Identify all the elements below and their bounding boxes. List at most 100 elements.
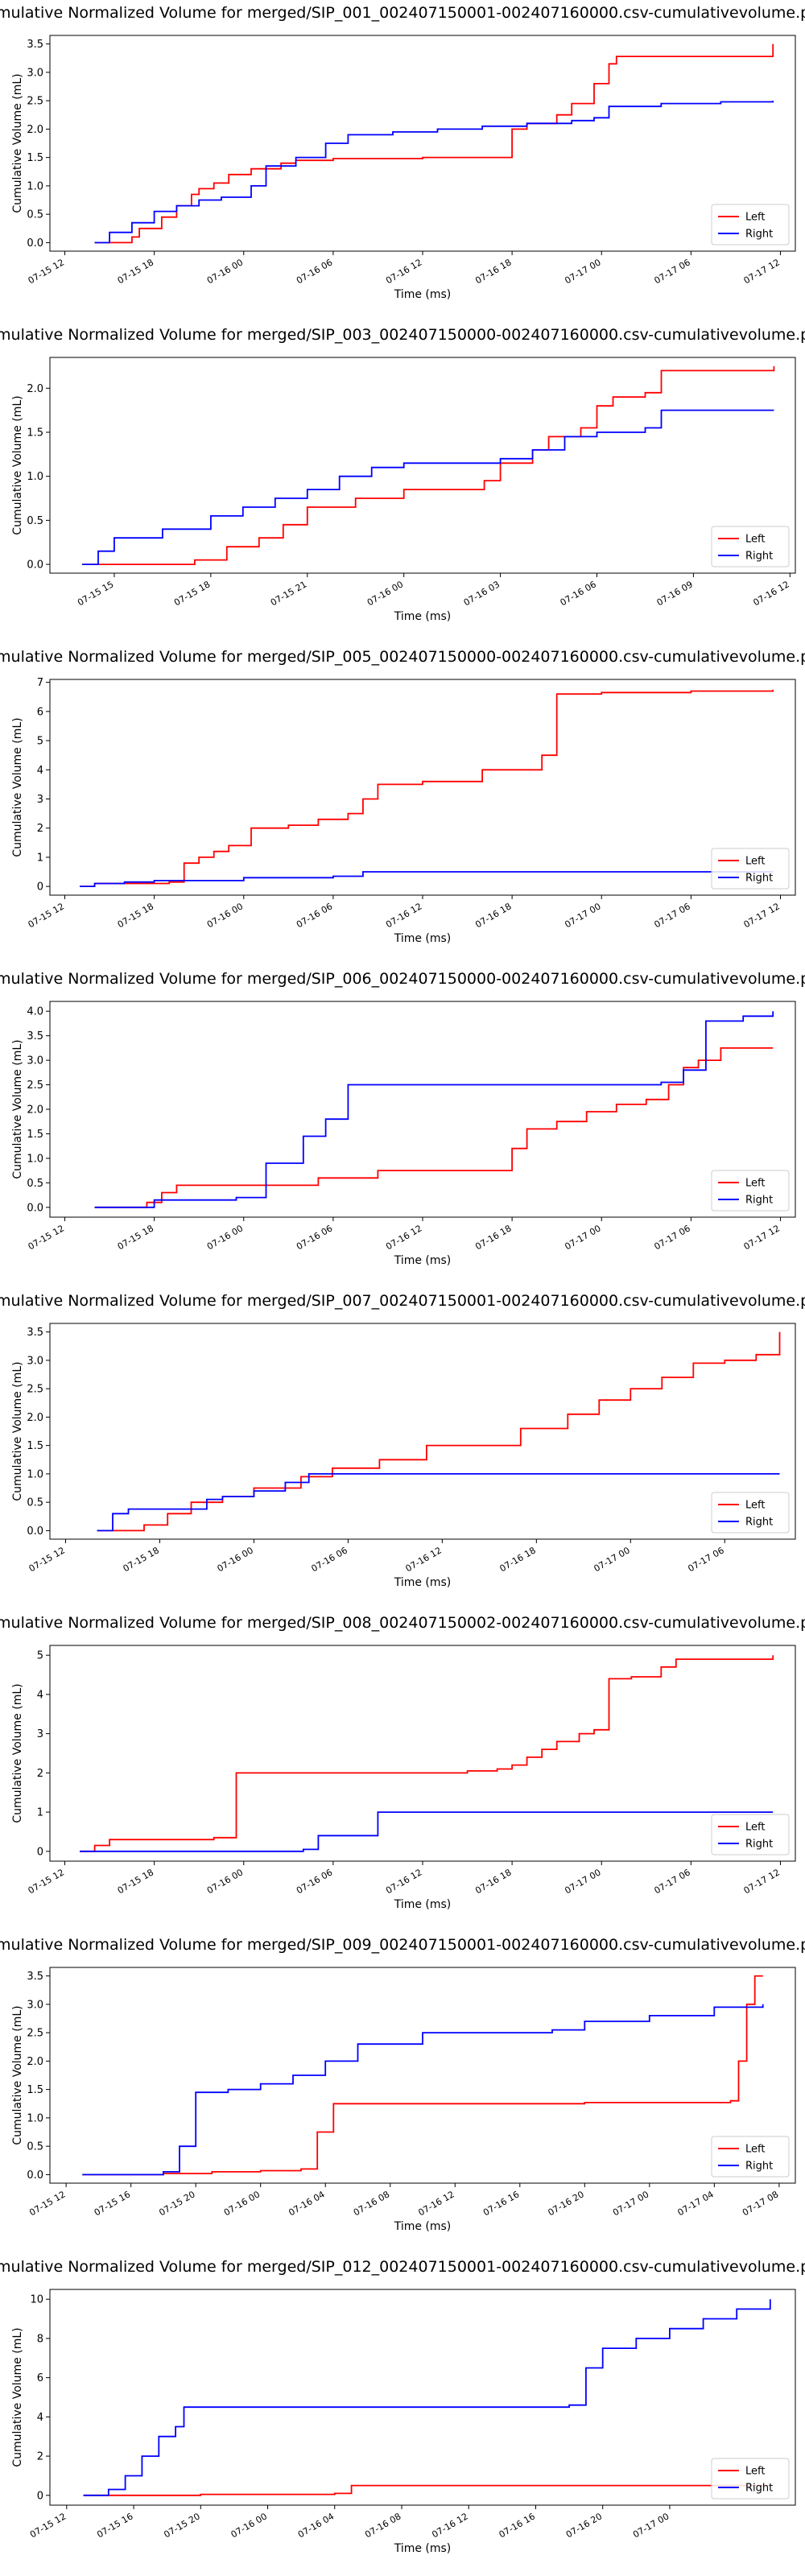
series-line-left xyxy=(94,1047,774,1208)
series-line-right xyxy=(80,1811,774,1852)
x-tick-label: 07-16 18 xyxy=(473,901,513,930)
x-tick-label: 07-16 16 xyxy=(481,2189,521,2218)
y-axis-label: Cumulative Volume (mL) xyxy=(11,717,24,857)
y-tick-label: 2.5 xyxy=(27,1080,43,1092)
x-tick-label: 07-17 06 xyxy=(686,1545,725,1574)
plot-frame xyxy=(49,1323,796,1540)
x-tick-label: 07-16 03 xyxy=(462,579,502,608)
x-axis-label: Time (ms) xyxy=(394,1576,452,1589)
x-tick-label: 07-17 12 xyxy=(742,1223,782,1252)
legend: Left Right xyxy=(711,2136,790,2178)
x-tick-label: 07-15 12 xyxy=(27,1545,67,1574)
legend-label: Left xyxy=(745,1178,765,1190)
x-tick-label: 07-15 21 xyxy=(269,579,308,608)
y-tick-label: 3.0 xyxy=(27,1355,43,1367)
x-tick-label: 07-16 12 xyxy=(384,901,423,930)
y-tick-label: 3.0 xyxy=(27,1999,43,2011)
x-tick-label: 07-16 18 xyxy=(473,1223,513,1252)
x-tick-label: 07-15 12 xyxy=(27,2189,67,2218)
chart-title: Cumulative Normalized Volume for merged/… xyxy=(0,1292,805,1310)
y-axis-label: Cumulative Volume (mL) xyxy=(11,1361,24,1501)
x-axis-label: Time (ms) xyxy=(394,2542,452,2555)
y-tick-label: 0.5 xyxy=(27,209,43,221)
y-tick-label: 1.5 xyxy=(27,2084,43,2096)
series-line-right xyxy=(83,2299,771,2496)
legend-label: Right xyxy=(745,229,773,241)
legend-label: Left xyxy=(745,2466,765,2478)
legend-label: Right xyxy=(745,1195,773,1207)
y-tick-label: 1.0 xyxy=(27,471,43,483)
x-tick-label: 07-15 12 xyxy=(27,901,66,930)
x-tick-label: 07-16 00 xyxy=(205,1223,245,1252)
y-tick-label: 3 xyxy=(37,794,43,806)
x-axis-label: Time (ms) xyxy=(394,610,452,623)
x-tick-label: 07-16 18 xyxy=(473,1867,513,1896)
chart-panel: Cumulative Normalized Volume for merged/… xyxy=(0,2258,805,2555)
x-tick-label: 07-17 00 xyxy=(631,2511,671,2540)
y-tick-label: 2.0 xyxy=(27,383,43,395)
x-tick-label: 07-16 12 xyxy=(416,2189,456,2218)
x-tick-label: 07-17 08 xyxy=(741,2189,780,2218)
x-tick-label: 07-15 20 xyxy=(157,2189,196,2218)
y-tick-label: 1.0 xyxy=(27,2112,43,2124)
legend-label: Left xyxy=(745,534,765,546)
y-tick-label: 3.0 xyxy=(27,67,43,79)
x-axis-label: Time (ms) xyxy=(394,288,452,301)
x-tick-label: 07-16 20 xyxy=(546,2189,585,2218)
chart-title: Cumulative Normalized Volume for merged/… xyxy=(0,2258,805,2276)
y-tick-label: 2 xyxy=(37,823,43,835)
legend-label: Left xyxy=(745,1822,765,1834)
x-tick-label: 07-16 12 xyxy=(430,2511,469,2540)
y-tick-label: 1 xyxy=(37,852,43,864)
series-line-left xyxy=(80,689,774,887)
x-tick-label: 07-16 06 xyxy=(295,257,334,286)
x-tick-label: 07-16 12 xyxy=(404,1545,444,1574)
chart-panel: Cumulative Normalized Volume for merged/… xyxy=(0,970,805,1267)
y-tick-label: 3.5 xyxy=(27,1971,43,1983)
x-axis-label: Time (ms) xyxy=(394,1898,452,1911)
series-line-left xyxy=(97,1331,781,1532)
x-tick-label: 07-17 12 xyxy=(742,1867,782,1896)
y-tick-label: 2.5 xyxy=(27,96,43,108)
y-tick-label: 1.5 xyxy=(27,427,43,439)
y-tick-label: 3.0 xyxy=(27,1055,43,1067)
x-tick-label: 07-16 00 xyxy=(365,579,405,608)
x-tick-label: 07-15 20 xyxy=(162,2511,201,2540)
y-tick-label: 0.5 xyxy=(27,1178,43,1190)
x-tick-label: 07-17 00 xyxy=(611,2189,650,2218)
x-tick-label: 07-16 18 xyxy=(473,257,513,286)
x-tick-label: 07-17 00 xyxy=(563,1867,602,1896)
x-tick-label: 07-17 00 xyxy=(592,1545,631,1574)
chart-title: Cumulative Normalized Volume for merged/… xyxy=(0,648,805,666)
y-tick-label: 0.0 xyxy=(27,559,43,572)
chart-panel: Cumulative Normalized Volume for merged/… xyxy=(0,1936,805,2233)
plot-frame xyxy=(49,2289,796,2506)
y-tick-label: 0 xyxy=(37,881,43,894)
x-tick-label: 07-16 12 xyxy=(384,257,423,286)
y-tick-label: 4.0 xyxy=(27,1006,43,1018)
x-tick-label: 07-15 16 xyxy=(95,2511,134,2540)
x-tick-label: 07-16 00 xyxy=(205,1867,245,1896)
y-tick-label: 1.5 xyxy=(27,152,43,164)
y-tick-label: 1.0 xyxy=(27,180,43,192)
y-tick-label: 6 xyxy=(37,706,43,718)
legend-box xyxy=(711,1814,790,1856)
legend-box xyxy=(711,848,790,890)
chart-panel: Cumulative Normalized Volume for merged/… xyxy=(0,4,805,301)
y-axis-label: Cumulative Volume (mL) xyxy=(11,2327,24,2467)
legend-label: Right xyxy=(745,1839,773,1851)
y-tick-label: 2.5 xyxy=(27,2028,43,2040)
chart-panel: Cumulative Normalized Volume for merged/… xyxy=(0,326,805,623)
legend-label: Right xyxy=(745,873,773,885)
y-tick-label: 5 xyxy=(37,1650,43,1662)
y-tick-label: 0 xyxy=(37,1846,43,1858)
plot-frame xyxy=(49,679,796,896)
plot-frame xyxy=(49,357,796,574)
x-tick-label: 07-16 06 xyxy=(295,1223,334,1252)
x-tick-label: 07-16 00 xyxy=(216,1545,255,1574)
legend-box xyxy=(711,526,790,568)
x-tick-label: 07-16 20 xyxy=(564,2511,604,2540)
y-tick-label: 0.5 xyxy=(27,1497,43,1509)
chart-title: Cumulative Normalized Volume for merged/… xyxy=(0,326,805,344)
